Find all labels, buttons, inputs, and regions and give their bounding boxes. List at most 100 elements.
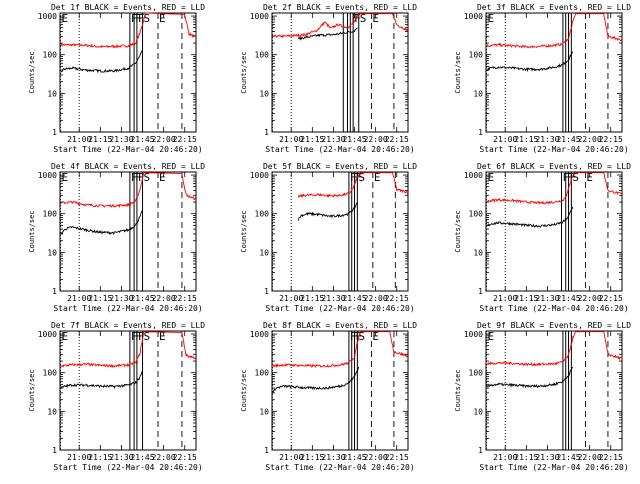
chart-title: Det 8f BLACK = Events, RED = LLD <box>263 321 417 330</box>
x-tick-label: 21:45 <box>556 294 580 303</box>
marker-label: S <box>358 171 365 184</box>
lld-series-line <box>272 331 409 369</box>
marker-label: F <box>356 171 363 184</box>
events-series-line <box>60 50 143 74</box>
events-series-line <box>297 27 358 41</box>
plot-frame <box>271 12 409 133</box>
marker-label: E <box>159 171 166 184</box>
x-tick-label: 22:00 <box>152 453 176 462</box>
marker-label: F <box>354 12 361 25</box>
x-axis-label: Start Time (22-Mar-04 20:46:20) <box>265 463 414 472</box>
y-axis-label: Counts/sec <box>28 51 36 93</box>
marker-label: E <box>372 12 379 25</box>
x-tick-label: 21:00 <box>493 294 517 303</box>
x-tick-label: 21:30 <box>109 294 133 303</box>
x-tick-label: 21:45 <box>130 294 154 303</box>
chart-panel-8: Det 8f BLACK = Events, RED = LLD 1 10 100 10… <box>240 321 417 472</box>
x-tick-label: 21:30 <box>535 135 559 144</box>
x-tick-label: 21:15 <box>514 453 538 462</box>
events-series-line <box>60 370 143 389</box>
events-series-line <box>272 366 360 393</box>
y-tick-label: 100 <box>469 210 484 219</box>
x-tick-label: 22:00 <box>578 135 602 144</box>
marker-label: F <box>138 330 145 343</box>
events-series-line <box>60 210 143 236</box>
marker-label: F <box>570 171 577 184</box>
marker-label: E <box>487 330 494 343</box>
events-series-line <box>486 366 574 389</box>
chart-title: Det 1f BLACK = Events, RED = LLD <box>51 3 205 12</box>
x-tick-label: 21:00 <box>493 453 517 462</box>
marker-label: F <box>135 171 142 184</box>
x-tick-label: 21:45 <box>342 294 366 303</box>
marker-label: S <box>360 12 367 25</box>
y-tick-label: 1 <box>478 287 483 296</box>
y-tick-label: 1000 <box>250 330 269 339</box>
y-tick-label: 10 <box>47 407 57 416</box>
y-axis-label: Counts/sec <box>240 210 248 252</box>
y-axis-label: Counts/sec <box>28 369 36 411</box>
x-axis-label: Start Time (22-Mar-04 20:46:20) <box>265 304 414 313</box>
x-tick-label: 22:15 <box>385 453 409 462</box>
plot-frame <box>271 330 409 451</box>
y-axis-label: Counts/sec <box>454 210 462 252</box>
y-tick-label: 1000 <box>38 171 57 180</box>
chart-title: Det 6f BLACK = Events, RED = LLD <box>477 162 631 171</box>
y-tick-label: 10 <box>259 407 269 416</box>
y-tick-label: 1 <box>264 128 269 137</box>
x-axis-label: Start Time (22-Mar-04 20:46:20) <box>53 463 202 472</box>
x-tick-label: 21:15 <box>514 135 538 144</box>
x-tick-label: 21:15 <box>88 135 112 144</box>
x-tick-label: 21:45 <box>342 453 366 462</box>
x-tick-label: 22:00 <box>364 294 388 303</box>
chart-title: Det 7f BLACK = Events, RED = LLD <box>51 321 205 330</box>
plot-frame <box>59 330 197 451</box>
x-tick-label: 21:15 <box>88 453 112 462</box>
chart-title: Det 2f BLACK = Events, RED = LLD <box>263 3 417 12</box>
x-tick-label: 21:15 <box>300 453 324 462</box>
x-axis-label: Start Time (22-Mar-04 20:46:20) <box>479 304 628 313</box>
lld-series-line <box>486 331 623 367</box>
x-tick-label: 22:00 <box>152 135 176 144</box>
events-series-line <box>486 206 574 228</box>
y-tick-label: 100 <box>43 369 58 378</box>
lld-series-line <box>60 331 197 369</box>
x-tick-label: 22:00 <box>578 453 602 462</box>
x-tick-label: 21:00 <box>67 294 91 303</box>
marker-label: E <box>487 171 494 184</box>
x-tick-label: 21:45 <box>556 453 580 462</box>
x-tick-label: 22:15 <box>599 294 623 303</box>
marker-label: E <box>487 12 494 25</box>
chart-title: Det 9f BLACK = Events, RED = LLD <box>477 321 631 330</box>
marker-label: F <box>350 330 357 343</box>
lld-series-line <box>297 172 409 199</box>
x-tick-label: 21:00 <box>493 135 517 144</box>
y-tick-label: 10 <box>259 89 269 98</box>
marker-label: E <box>159 12 166 25</box>
x-axis-label: Start Time (22-Mar-04 20:46:20) <box>53 145 202 154</box>
y-tick-label: 100 <box>469 51 484 60</box>
x-tick-label: 21:00 <box>279 135 303 144</box>
x-tick-label: 21:00 <box>67 135 91 144</box>
x-tick-label: 21:00 <box>279 294 303 303</box>
x-tick-label: 22:00 <box>152 294 176 303</box>
x-tick-label: 21:30 <box>535 294 559 303</box>
y-tick-label: 10 <box>473 407 483 416</box>
y-axis-label: Counts/sec <box>240 51 248 93</box>
x-tick-label: 21:30 <box>109 135 133 144</box>
plot-frame <box>485 171 623 292</box>
marker-label: S <box>144 12 151 25</box>
y-tick-label: 1 <box>264 446 269 455</box>
chart-title: Det 4f BLACK = Events, RED = LLD <box>51 162 205 171</box>
marker-label: S <box>144 330 151 343</box>
plot-frame <box>485 12 623 133</box>
y-axis-label: Counts/sec <box>454 369 462 411</box>
marker-label: E <box>586 171 593 184</box>
marker-label: F <box>351 12 358 25</box>
y-tick-label: 1000 <box>250 12 269 21</box>
y-tick-label: 100 <box>469 369 484 378</box>
marker-label: S <box>572 171 579 184</box>
marker-label: S <box>144 171 151 184</box>
